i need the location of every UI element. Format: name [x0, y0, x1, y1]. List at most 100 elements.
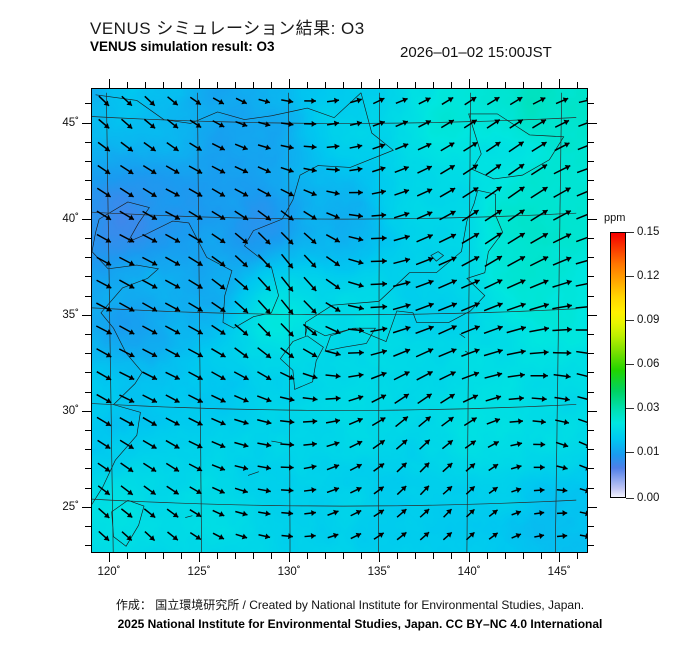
- wind-vector-overlay: [95, 95, 587, 542]
- axis-tick-x-top: [541, 82, 543, 88]
- axis-tick-y-right: [588, 353, 594, 355]
- footer: 作成： 国立環境研究所 / Created by National Instit…: [0, 596, 700, 631]
- axis-tick-y-right: [588, 276, 594, 278]
- axis-tick-y-right: [588, 372, 594, 374]
- axis-tick-y-minor: [85, 545, 91, 547]
- axis-tick-y-right: [588, 295, 594, 297]
- axis-tick-x-top: [181, 82, 183, 88]
- colorbar-tick: [626, 319, 634, 321]
- axis-tick-x-top: [235, 82, 237, 88]
- axis-tick-x-minor: [397, 553, 399, 559]
- axis-tick-y: [82, 410, 91, 412]
- colorbar-unit-label: ppm: [604, 212, 626, 224]
- axis-tick-y-minor: [85, 526, 91, 528]
- axis-tick-y: [82, 314, 91, 316]
- axis-tick-x-minor: [235, 553, 237, 559]
- axis-tick-x-top: [379, 79, 381, 88]
- license-line: 2025 National Institute for Environmenta…: [117, 617, 603, 631]
- axis-tick-x: [109, 553, 110, 562]
- colorbar-tick-label-4: 0.03: [637, 402, 660, 414]
- axis-tick-x-top: [433, 82, 435, 88]
- axis-tick-y: [82, 122, 91, 124]
- axis-tick-x-top: [451, 82, 453, 88]
- axis-tick-y-right: [588, 410, 597, 412]
- axis-tick-x-top: [343, 82, 345, 88]
- axis-label-y: 35˚: [62, 308, 79, 321]
- axis-label-y: 30˚: [62, 404, 79, 417]
- axis-label-x: 125˚: [187, 566, 211, 578]
- credit-line: 作成： 国立環境研究所 / Created by National Instit…: [115, 598, 585, 612]
- colorbar-tick: [626, 408, 634, 409]
- axis-tick-y-minor: [85, 257, 91, 259]
- axis-tick-y-right: [588, 103, 594, 105]
- axis-tick-y-right: [588, 430, 594, 432]
- axis-label-y: 40˚: [62, 212, 79, 225]
- axis-label-y: 25˚: [62, 500, 79, 513]
- colorbar-tick-label-6: 0.00: [637, 492, 660, 504]
- axis-tick-x-top: [109, 79, 110, 88]
- axis-tick-x: [199, 553, 201, 562]
- axis-tick-x-minor: [325, 553, 327, 559]
- axis-tick-x-minor: [271, 553, 273, 559]
- axis-tick-x-minor: [361, 553, 363, 559]
- axis-tick-x-top: [577, 82, 579, 88]
- axis-tick-x-top: [289, 79, 291, 88]
- axis-tick-y-minor: [85, 237, 91, 239]
- axis-tick-x-minor: [523, 553, 525, 559]
- map-plot-area[interactable]: [91, 88, 588, 553]
- axis-tick-y-right: [588, 161, 594, 163]
- axis-tick-y-minor: [85, 295, 91, 297]
- axis-tick-y: [82, 506, 91, 508]
- axis-tick-x-minor: [505, 553, 507, 559]
- axis-tick-y-minor: [85, 449, 91, 451]
- axis-tick-x-top: [199, 79, 201, 88]
- colorbar-tick: [626, 498, 634, 499]
- axis-tick-x-top: [253, 82, 255, 88]
- axis-tick-x-minor: [307, 553, 309, 559]
- axis-tick-y-minor: [85, 372, 91, 374]
- axis-tick-x: [559, 553, 561, 562]
- axis-tick-x-top: [307, 82, 309, 88]
- axis-tick-y-minor: [85, 333, 91, 335]
- coastline-overlay: [92, 92, 565, 547]
- axis-tick-y-minor: [85, 161, 91, 163]
- axis-tick-y-right: [588, 122, 597, 124]
- axis-tick-x-minor: [415, 553, 417, 559]
- axis-label-x: 130˚: [277, 566, 301, 578]
- axis-tick-y-right: [588, 257, 594, 259]
- axis-tick-y-minor: [85, 353, 91, 355]
- axis-tick-y-right: [588, 180, 594, 182]
- colorbar-tick-label-0: 0.15: [637, 226, 660, 238]
- axis-tick-y-right: [588, 449, 594, 451]
- axis-tick-x-top: [217, 82, 219, 88]
- axis-tick-x-top: [505, 82, 507, 88]
- axis-tick-x-minor: [217, 553, 219, 559]
- axis-label-x: 140˚: [457, 566, 481, 578]
- timestamp-label: 2026–01–02 15:00JST: [400, 44, 552, 61]
- axis-tick-y-right: [588, 333, 594, 335]
- colorbar[interactable]: [610, 232, 626, 498]
- axis-tick-y-minor: [85, 103, 91, 105]
- axis-tick-x-minor: [181, 553, 183, 559]
- axis-tick-y-right: [588, 218, 597, 220]
- axis-tick-x-top: [415, 82, 417, 88]
- axis-label-x: 135˚: [367, 566, 391, 578]
- axis-tick-y-minor: [85, 468, 91, 470]
- axis-tick-y-right: [588, 391, 594, 393]
- axis-tick-x: [469, 553, 471, 562]
- axis-tick-x-top: [487, 82, 489, 88]
- axis-tick-x-top: [127, 82, 128, 88]
- colorbar-tick-label-2: 0.09: [637, 313, 660, 326]
- page-title-english: VENUS simulation result: O3: [90, 39, 275, 54]
- axis-tick-x-top: [361, 82, 363, 88]
- colorbar-tick: [626, 232, 634, 233]
- axis-tick-x-minor: [145, 553, 147, 559]
- axis-tick-x-minor: [163, 553, 165, 559]
- axis-tick-x-top: [145, 82, 147, 88]
- axis-tick-x-top: [325, 82, 327, 88]
- axis-tick-x-minor: [451, 553, 453, 559]
- axis-tick-y-right: [588, 506, 597, 508]
- axis-tick-x-minor: [487, 553, 489, 559]
- axis-tick-y: [82, 218, 91, 220]
- colorbar-tick-label-3: 0.06: [637, 357, 660, 370]
